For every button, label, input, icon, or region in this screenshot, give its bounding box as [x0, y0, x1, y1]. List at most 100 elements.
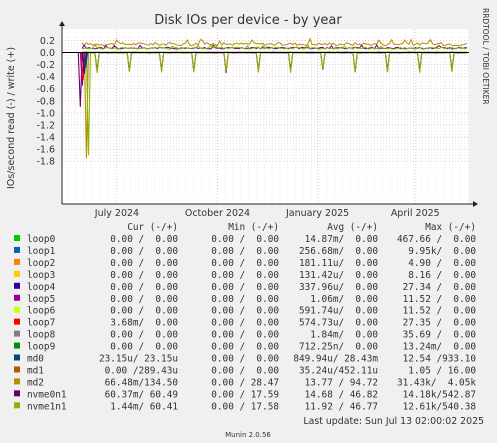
legend-value-cur: 66.48m/134.50 [105, 377, 179, 388]
y-tick-label: 0.0 [40, 48, 55, 59]
legend-value-cur: 0.00 /289.43u [105, 365, 178, 376]
legend-value-avg: 1.06m/ 0.00 [310, 294, 378, 305]
legend-value-cur: 1.44m/ 60.41 [110, 401, 178, 412]
legend-value-max: 9.95k/ 0.00 [408, 246, 476, 257]
legend-value-cur: 60.37m/ 60.49 [105, 389, 179, 400]
legend-value-min: 0.00 / 0.00 [211, 234, 279, 245]
legend-value-min: 0.00 / 0.00 [211, 294, 279, 305]
legend-series-name: loop9 [27, 342, 56, 353]
legend-value-avg: 712.25n/ 0.00 [299, 342, 378, 353]
legend-value-min: 0.00 / 17.59 [211, 389, 279, 400]
legend-value-cur: 3.68m/ 0.00 [110, 318, 178, 329]
trace-spike-md2 [83, 52, 89, 159]
legend-swatch [14, 342, 20, 349]
legend-value-max: 11.52 / 0.00 [403, 294, 477, 305]
legend-series-name: loop8 [27, 330, 56, 341]
x-tick-label: July 2024 [94, 208, 139, 219]
y-tick-label: -0.6 [36, 84, 55, 95]
legend-value-max: 1.05 / 16.00 [408, 365, 476, 376]
trace-nvme1n1-write [81, 43, 468, 50]
legend-value-cur: 0.00 / 0.00 [110, 234, 178, 245]
legend-series-name: loop1 [27, 246, 56, 257]
legend-swatch [14, 330, 20, 337]
legend-value-min: 0.00 / 17.58 [211, 401, 279, 412]
legend-series-name: nvme0n1 [27, 389, 67, 400]
y-tick-label: -0.2 [36, 60, 55, 71]
y-tick-label: -0.4 [36, 72, 55, 83]
legend-swatch [14, 235, 20, 241]
legend-value-max: 8.16 / 0.00 [408, 270, 476, 281]
legend-value-cur: 0.00 / 0.00 [110, 342, 178, 353]
legend-series-name: loop5 [27, 294, 55, 305]
legend-swatch [14, 366, 20, 373]
x-tick-label: April 2025 [391, 208, 440, 219]
legend-value-avg: 591.74u/ 0.00 [299, 306, 378, 317]
legend-value-avg: 14.87m/ 0.00 [305, 234, 379, 245]
legend-value-max: 13.24m/ 0.00 [403, 342, 477, 353]
legend-swatch [14, 294, 20, 301]
legend-value-avg: 337.96u/ 0.00 [299, 282, 378, 293]
legend-swatch [14, 402, 20, 409]
legend-value-avg: 181.11u/ 0.00 [299, 258, 378, 269]
chart-title: Disk IOs per device - by year [154, 13, 342, 28]
legend-value-avg: 131.42u/ 0.00 [299, 270, 378, 281]
legend-series-name: md1 [27, 365, 44, 376]
legend-value-min: 0.00 / 0.00 [211, 282, 279, 293]
legend-value-max: 12.54 /933.10 [403, 354, 477, 365]
side-label: RRDTOOL / TOBI OETIKER [481, 8, 490, 105]
legend-value-avg: 1.84m/ 0.00 [310, 330, 378, 341]
legend-swatch [14, 246, 20, 253]
legend-value-min: 0.00 / 0.00 [211, 330, 279, 341]
legend-value-avg: 849.94u/ 28.43m [293, 354, 378, 365]
legend-value-max: 27.35 / 0.00 [403, 318, 477, 329]
legend-value-max: 4.90 / 0.00 [408, 258, 476, 269]
y-axis-arrow [59, 21, 65, 26]
plot-area [62, 29, 469, 204]
legend-value-cur: 0.00 / 0.00 [110, 246, 178, 257]
y-tick-label: -1.4 [36, 133, 55, 144]
last-update: Last update: Sun Jul 13 02:00:02 2025 [303, 416, 484, 427]
legend-value-min: 0.00 / 0.00 [211, 318, 279, 329]
legend-value-max: 35.69 / 0.00 [403, 330, 477, 341]
legend-value-min: 0.00 / 0.00 [211, 342, 279, 353]
legend-value-min: 0.00 / 0.00 [211, 354, 279, 365]
y-tick-labels: 0.20.0-0.2-0.4-0.6-0.8-1.0-1.2 -1.4-1.6-1… [36, 36, 55, 168]
legend-value-avg: 14.68 / 46.82 [305, 389, 378, 400]
legend-value-cur: 23.15u/ 23.15u [99, 354, 178, 365]
legend-value-avg: 256.68m/ 0.00 [299, 246, 378, 257]
legend-value-max: 31.43k/ 4.05k [397, 377, 476, 388]
legend-header: Min (-/+) [228, 222, 279, 233]
legend-value-min: 0.00 / 0.00 [211, 270, 279, 281]
y-tick-label: -0.8 [36, 96, 55, 107]
legend-series-name: md2 [27, 377, 44, 388]
legend-series-name: loop0 [27, 234, 56, 245]
trace-spike-nvme1n1 [85, 52, 92, 156]
legend-value-cur: 0.00 / 0.00 [110, 270, 178, 281]
legend-value-max: 11.52 / 0.00 [403, 306, 477, 317]
x-tick-label: January 2025 [285, 208, 349, 219]
y-axis-label: IOs/second read (-) / write (+) [6, 47, 17, 189]
legend-value-max: 12.61k/540.38 [403, 401, 477, 412]
legend-value-max: 27.34 / 0.00 [403, 282, 477, 293]
legend-series-name: nvme1n1 [27, 401, 67, 412]
footer: Munin 2.0.56 [225, 431, 271, 439]
legend-value-cur: 0.00 / 0.00 [110, 306, 178, 317]
legend-swatch [14, 390, 20, 397]
x-tick-label: October 2024 [185, 208, 250, 219]
legend-value-avg: 11.92 / 46.77 [305, 401, 378, 412]
legend-swatch [14, 258, 20, 265]
legend-value-min: 0.00 / 0.00 [211, 246, 279, 257]
legend-value-min: 0.00 / 0.00 [211, 258, 279, 269]
legend-swatch [14, 270, 20, 277]
grid [62, 29, 469, 204]
trace-spike-loop4 [81, 52, 87, 74]
legend-series-name: loop2 [27, 258, 55, 269]
legend-value-min: 0.00 / 0.00 [211, 365, 279, 376]
trace-md2-write [81, 37, 468, 47]
legend-series-name: md0 [27, 354, 44, 365]
legend-value-cur: 0.00 / 0.00 [110, 330, 178, 341]
legend: Cur (-/+) Min (-/+) Avg (-/+) Max (-/+) loop… [14, 222, 476, 412]
legend-swatch [14, 306, 20, 313]
legend-value-cur: 0.00 / 0.00 [110, 294, 178, 305]
legend-header: Cur (-/+) [127, 222, 178, 233]
